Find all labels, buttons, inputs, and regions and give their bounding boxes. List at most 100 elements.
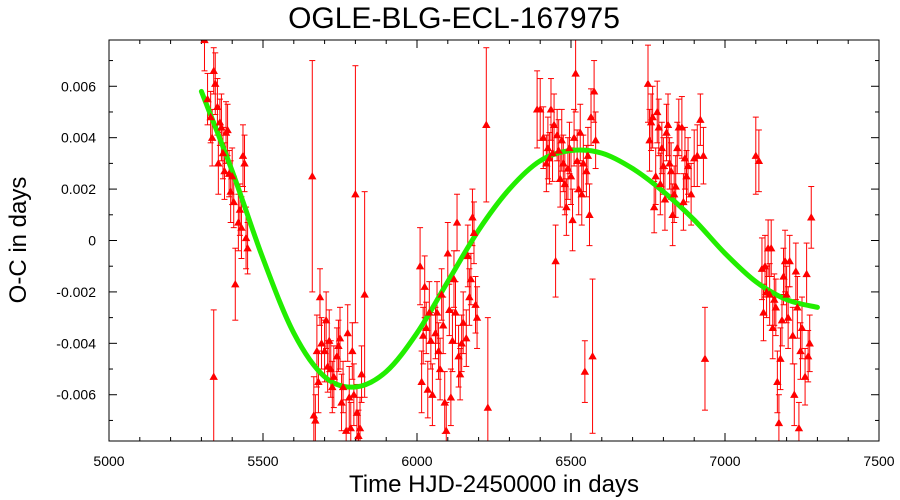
data-point [226,187,235,195]
data-point [572,156,582,164]
data-point [754,156,764,164]
data-point [665,159,674,167]
data-point [759,308,768,316]
data-point [545,154,554,162]
data-point [432,308,442,316]
data-point [346,423,355,432]
data-point [452,218,462,226]
data-point [579,159,588,167]
data-point [437,290,446,298]
fit-curve-group [198,88,820,390]
data-point [563,164,573,172]
data-point [360,290,369,298]
data-point [589,87,599,95]
data-point [463,251,473,260]
data-point [669,190,679,198]
data-point [656,179,665,188]
data-point [229,197,238,206]
data-point [571,69,580,77]
x-axis-label: Time HJD-2450000 in days [349,471,639,498]
data-point [536,105,545,113]
data-point [349,390,359,398]
data-point [648,112,657,121]
data-point [440,398,449,406]
data-point [200,40,209,44]
data-point [683,161,693,170]
data-point [434,346,443,355]
data-point [649,202,659,211]
data-point [218,148,228,157]
data-point [767,244,776,252]
data-point [576,128,585,136]
tick-labels: 5000 5500 6000 6500 7000 7500 -0.006 -0.004 -0.0… [56,78,894,469]
data-point [435,364,445,373]
x-tick-label: 6500 [555,453,586,469]
data-point [321,315,331,324]
plot-frame [108,39,880,442]
data-point [329,372,339,380]
data-point [338,382,348,391]
data-point [797,323,807,332]
y-tick-label: 0 [88,233,96,249]
data-point [455,369,465,378]
data-point [314,377,323,386]
data-point [311,416,320,424]
data-point [805,339,814,347]
data-point [796,346,805,355]
data-point [320,346,329,355]
data-point [554,146,563,154]
data-point [354,431,363,440]
data-point [542,159,551,167]
data-point [751,151,760,159]
y-tick-label: 0.002 [61,181,96,197]
data-point [462,333,471,342]
data-point [807,213,816,221]
data-point [217,123,226,131]
data-point [556,174,565,182]
data-point [585,210,594,218]
data-point [465,292,474,301]
data-point [591,136,600,144]
data-point [551,256,560,265]
data-point [341,426,351,434]
data-point [223,125,232,134]
data-point [209,66,218,74]
data-point [566,172,576,180]
data-point [442,426,451,434]
data-point [420,282,429,290]
data-point [220,166,229,175]
data-point [677,123,687,131]
data-point [240,159,249,167]
data-point [454,351,463,360]
data-point [686,190,696,198]
data-point [211,79,220,87]
data-point [790,390,799,398]
y-tick-label: 0.004 [61,130,96,146]
data-point [326,364,335,373]
data-point [335,333,345,342]
y-tick-label: -0.004 [56,335,96,351]
data-point [445,305,454,314]
data-point [653,107,662,116]
data-point [334,341,343,350]
data-point [422,323,431,332]
data-point [539,133,548,141]
data-point [207,133,217,141]
data-point [459,318,468,326]
chart-title: OGLE-BLG-ECL-167975 [288,2,620,35]
data-point [237,223,246,231]
data-point [794,423,804,432]
data-point [546,105,556,113]
data-point [312,346,322,355]
data-point [654,123,663,131]
data-points [200,40,816,440]
data-point [776,354,785,362]
y-tick-label: -0.006 [56,387,96,403]
data-point [469,228,479,236]
data-point [466,274,476,283]
data-point [482,120,491,128]
data-point [679,197,688,206]
y-tick-label: -0.002 [56,284,96,300]
data-point [337,398,346,406]
